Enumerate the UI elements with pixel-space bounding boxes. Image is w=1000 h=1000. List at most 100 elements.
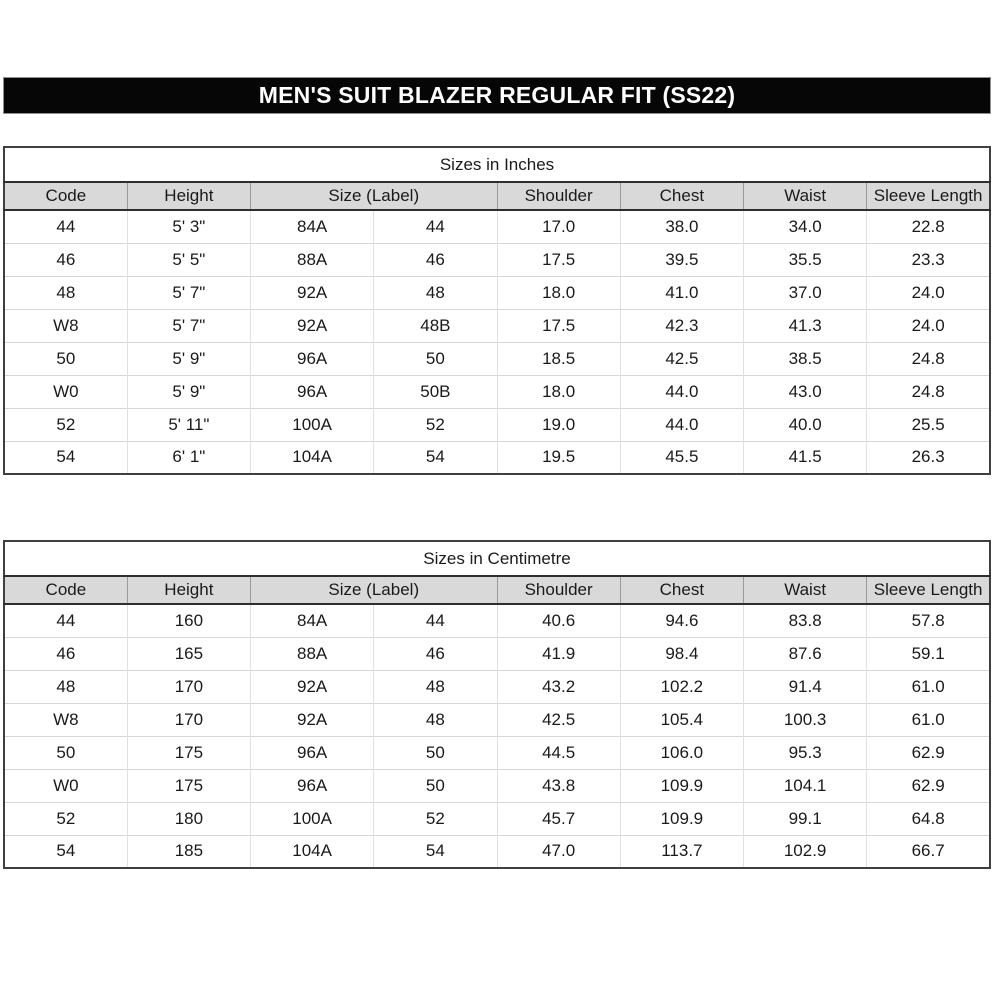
- col-header-chest: Chest: [619, 181, 744, 211]
- cell-size-label: 88A: [249, 242, 374, 276]
- table-row: 48 170 92A 48 43.2 102.2 91.4 61.0: [4, 669, 990, 703]
- cell-height: 170: [126, 702, 251, 736]
- cell-chest: 41.0: [619, 275, 744, 309]
- cell-shoulder: 47.0: [496, 834, 621, 868]
- col-header-code: Code: [4, 575, 128, 605]
- cell-code: 50: [4, 735, 128, 769]
- table-row: 52 180 100A 52 45.7 109.9 99.1 64.8: [4, 801, 990, 835]
- cell-shoulder: 18.0: [496, 275, 621, 309]
- cell-shoulder: 19.0: [496, 407, 621, 441]
- inches-size-table: Sizes in Inches Code Height Size (Label)…: [3, 146, 991, 475]
- cell-chest: 106.0: [619, 735, 744, 769]
- header-row: Code Height Size (Label) Shoulder Chest …: [4, 575, 990, 605]
- cell-code: 46: [4, 242, 128, 276]
- table-title: Sizes in Inches: [4, 147, 990, 182]
- table-body: 44 5' 3" 84A 44 17.0 38.0 34.0 22.8 46 5…: [4, 209, 990, 474]
- cell-code: 44: [4, 209, 128, 243]
- cell-code: W0: [4, 768, 128, 802]
- centimetre-table-section: Sizes in Centimetre Code Height Size (La…: [3, 540, 991, 869]
- cell-height: 5' 9": [126, 341, 251, 375]
- cell-waist: 35.5: [742, 242, 867, 276]
- cell-sleeve-length: 66.7: [866, 834, 990, 868]
- cell-shoulder: 17.0: [496, 209, 621, 243]
- cell-size-label: 92A: [249, 275, 374, 309]
- cell-shoulder: 42.5: [496, 702, 621, 736]
- centimetre-size-table: Sizes in Centimetre Code Height Size (La…: [3, 540, 991, 869]
- col-header-shoulder: Shoulder: [496, 575, 621, 605]
- cell-chest: 109.9: [619, 768, 744, 802]
- table-title-row: Sizes in Inches: [4, 147, 990, 182]
- cell-waist: 91.4: [742, 669, 867, 703]
- cell-size-number: 54: [373, 834, 497, 868]
- cell-size-number: 54: [373, 440, 497, 474]
- cell-shoulder: 17.5: [496, 242, 621, 276]
- cell-size-number: 48B: [373, 308, 497, 342]
- table-body: 44 160 84A 44 40.6 94.6 83.8 57.8 46 165…: [4, 603, 990, 868]
- col-header-size-label: Size (Label): [250, 575, 497, 605]
- cell-size-number: 50: [373, 735, 497, 769]
- table-row: W8 5' 7" 92A 48B 17.5 42.3 41.3 24.0: [4, 308, 990, 342]
- cell-waist: 83.8: [742, 603, 867, 637]
- cell-chest: 113.7: [619, 834, 744, 868]
- cell-code: 48: [4, 275, 128, 309]
- cell-sleeve-length: 62.9: [866, 735, 990, 769]
- cell-size-number: 46: [373, 636, 497, 670]
- cell-shoulder: 44.5: [496, 735, 621, 769]
- cell-sleeve-length: 24.0: [866, 308, 990, 342]
- cell-chest: 42.5: [619, 341, 744, 375]
- cell-height: 175: [126, 735, 251, 769]
- cell-size-number: 52: [373, 407, 497, 441]
- cell-size-label: 96A: [249, 341, 374, 375]
- table-row: 50 5' 9" 96A 50 18.5 42.5 38.5 24.8: [4, 341, 990, 375]
- cell-sleeve-length: 24.0: [866, 275, 990, 309]
- cell-size-number: 46: [373, 242, 497, 276]
- col-header-sleeve-length: Sleeve Length: [866, 575, 990, 605]
- cell-shoulder: 19.5: [496, 440, 621, 474]
- cell-shoulder: 18.5: [496, 341, 621, 375]
- cell-chest: 38.0: [619, 209, 744, 243]
- cell-shoulder: 18.0: [496, 374, 621, 408]
- cell-height: 5' 9": [126, 374, 251, 408]
- cell-code: W8: [4, 702, 128, 736]
- cell-code: 54: [4, 834, 128, 868]
- cell-waist: 99.1: [742, 801, 867, 835]
- cell-size-number: 48: [373, 702, 497, 736]
- cell-sleeve-length: 26.3: [866, 440, 990, 474]
- cell-waist: 41.5: [742, 440, 867, 474]
- cell-chest: 102.2: [619, 669, 744, 703]
- cell-chest: 109.9: [619, 801, 744, 835]
- title-banner: MEN'S SUIT BLAZER REGULAR FIT (SS22): [3, 77, 991, 114]
- cell-height: 5' 3": [126, 209, 251, 243]
- cell-chest: 42.3: [619, 308, 744, 342]
- cell-waist: 38.5: [742, 341, 867, 375]
- cell-height: 180: [126, 801, 251, 835]
- cell-waist: 41.3: [742, 308, 867, 342]
- cell-height: 5' 7": [126, 308, 251, 342]
- cell-size-label: 92A: [249, 669, 374, 703]
- table-row: W8 170 92A 48 42.5 105.4 100.3 61.0: [4, 702, 990, 736]
- table-title-row: Sizes in Centimetre: [4, 541, 990, 576]
- cell-sleeve-length: 62.9: [866, 768, 990, 802]
- col-header-shoulder: Shoulder: [496, 181, 621, 211]
- cell-height: 5' 11": [126, 407, 251, 441]
- cell-size-label: 96A: [249, 735, 374, 769]
- cell-shoulder: 41.9: [496, 636, 621, 670]
- table-row: 46 165 88A 46 41.9 98.4 87.6 59.1: [4, 636, 990, 670]
- cell-size-label: 104A: [249, 440, 374, 474]
- cell-waist: 34.0: [742, 209, 867, 243]
- cell-size-label: 96A: [249, 768, 374, 802]
- table-row: W0 175 96A 50 43.8 109.9 104.1 62.9: [4, 768, 990, 802]
- cell-height: 165: [126, 636, 251, 670]
- table-row: 44 5' 3" 84A 44 17.0 38.0 34.0 22.8: [4, 209, 990, 243]
- cell-size-number: 52: [373, 801, 497, 835]
- cell-size-label: 104A: [249, 834, 374, 868]
- col-header-waist: Waist: [742, 181, 867, 211]
- cell-height: 6' 1": [126, 440, 251, 474]
- cell-height: 175: [126, 768, 251, 802]
- cell-height: 170: [126, 669, 251, 703]
- table-row: 46 5' 5" 88A 46 17.5 39.5 35.5 23.3: [4, 242, 990, 276]
- cell-sleeve-length: 23.3: [866, 242, 990, 276]
- cell-size-number: 50B: [373, 374, 497, 408]
- cell-height: 160: [126, 603, 251, 637]
- cell-waist: 95.3: [742, 735, 867, 769]
